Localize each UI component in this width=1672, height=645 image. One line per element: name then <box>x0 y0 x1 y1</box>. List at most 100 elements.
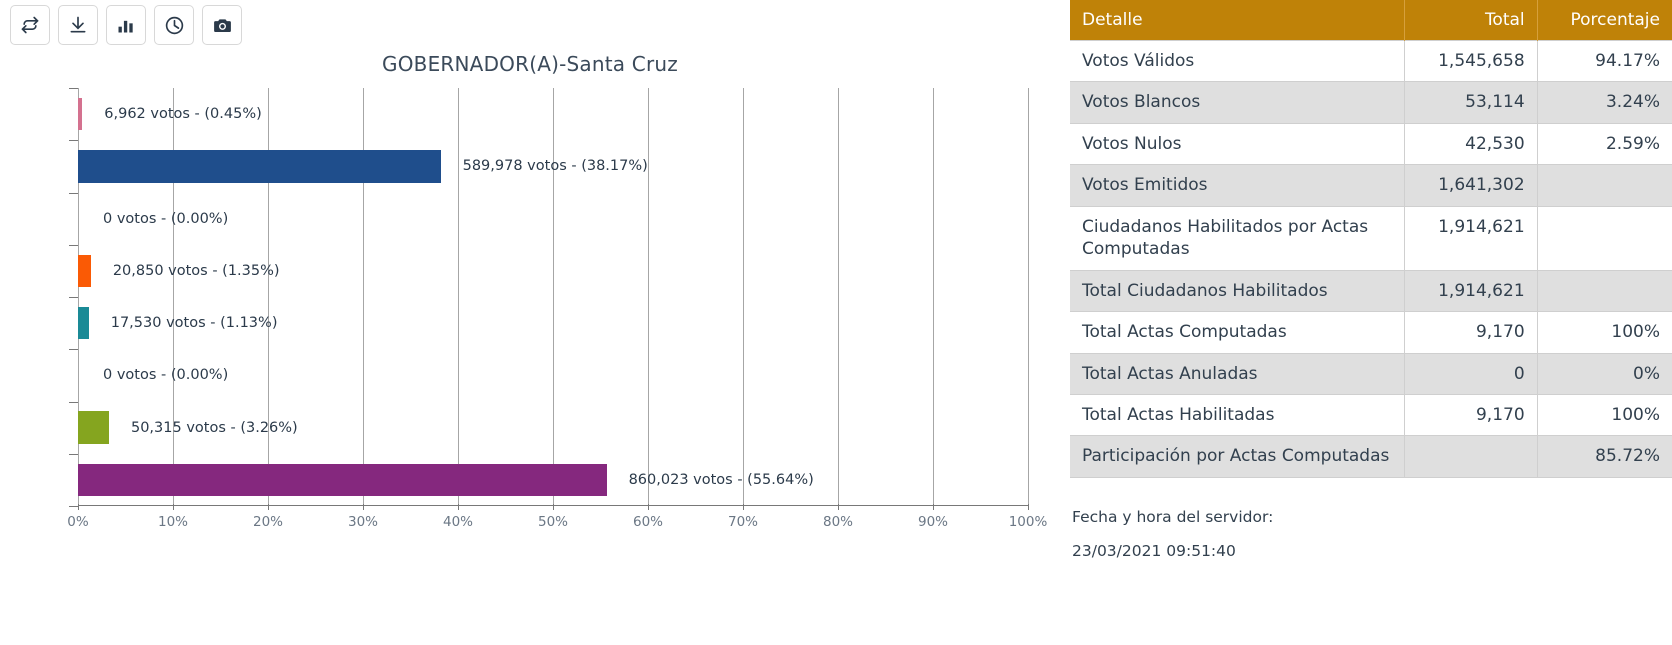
cell-detalle: Total Actas Anuladas <box>1070 353 1406 395</box>
cell-detalle: Votos Nulos <box>1070 123 1406 166</box>
cell-detalle: Total Actas Habilitadas <box>1070 394 1406 437</box>
cell-total: 9,170 <box>1404 311 1538 354</box>
x-axis-tick-label: 60% <box>632 514 664 530</box>
bar-value-label: 50,315 votos - (3.26%) <box>130 419 298 436</box>
cell-detalle: Votos Válidos <box>1070 39 1406 83</box>
cell-detalle: Participación por Actas Computadas <box>1070 435 1406 478</box>
table-row: Total Actas Anuladas 0 0% <box>1070 353 1672 395</box>
cell-detalle: Votos Emitidos <box>1070 164 1406 207</box>
cell-porcentaje <box>1537 164 1672 207</box>
summary-table-body: Votos Válidos 1,545,658 94.17% Votos Blanco… <box>1070 39 1672 478</box>
y-axis-tick <box>69 453 78 455</box>
table-row: Votos Emitidos 1,641,302 <box>1070 164 1672 207</box>
column-header-detalle[interactable]: Detalle <box>1070 0 1406 41</box>
bar-value-label: 6,962 votos - (0.45%) <box>104 106 262 123</box>
refresh-button[interactable] <box>10 5 50 45</box>
gridline <box>648 88 649 506</box>
table-row: Total Actas Habilitadas 9,170 100% <box>1070 394 1672 437</box>
bar-chart-plot-area: MNR6,962 votos - (0.45%)MAS-IPSP589,978 … <box>69 88 1029 507</box>
camera-button[interactable] <box>202 5 242 45</box>
cell-total <box>1404 435 1538 478</box>
x-axis-tick-mark <box>743 504 744 510</box>
x-axis-tick-label: 10% <box>157 514 189 530</box>
cell-total: 1,641,302 <box>1404 164 1538 207</box>
bar-creemos[interactable] <box>78 463 607 497</box>
cell-porcentaje: 100% <box>1537 311 1672 354</box>
y-axis-tick <box>69 244 78 246</box>
bar-mnr[interactable] <box>78 97 83 131</box>
chart-button[interactable] <box>106 5 146 45</box>
history-button[interactable] <box>154 5 194 45</box>
table-header-row: Detalle Total Porcentaje <box>1070 0 1672 41</box>
y-axis-tick <box>69 297 78 298</box>
cell-porcentaje: 0% <box>1537 353 1672 395</box>
chart-row: MNR6,962 votos - (0.45%) <box>69 88 1028 140</box>
cell-porcentaje: 94.17% <box>1537 39 1672 83</box>
bar-value-label: 0 votos - (0.00%) <box>103 210 229 227</box>
cell-porcentaje <box>1537 270 1672 313</box>
x-axis-tick-mark <box>1028 504 1029 510</box>
column-header-total[interactable]: Total <box>1404 0 1538 41</box>
gridline <box>933 88 934 506</box>
chart-row: UNIDOS50,315 votos - (3.26%) <box>69 401 1028 454</box>
x-axis-tick-mark <box>553 504 554 510</box>
bar-chart-icon <box>116 15 136 35</box>
x-axis-tick-mark <box>933 504 934 510</box>
chart-row: ASIP17,530 votos - (1.13%) <box>69 297 1028 349</box>
cell-total: 1,914,621 <box>1404 206 1538 271</box>
chart-gridlines <box>78 88 1029 506</box>
gridline <box>1028 88 1029 506</box>
bar-unidos[interactable] <box>78 411 109 444</box>
server-datetime-label: Fecha y hora del servidor: <box>1072 507 1274 526</box>
x-axis-tick-mark <box>173 504 174 510</box>
gridline <box>743 88 744 506</box>
table-row: Votos Válidos 1,545,658 94.17% <box>1070 39 1672 83</box>
chart-bars: MNR6,962 votos - (0.45%)MAS-IPSP589,978 … <box>69 88 1028 507</box>
table-row: Votos Blancos 53,114 3.24% <box>1070 81 1672 124</box>
bar-value-label: 0 votos - (0.00%) <box>103 367 229 384</box>
x-axis-tick-mark <box>78 504 79 510</box>
download-icon <box>68 15 88 35</box>
cell-porcentaje: 3.24% <box>1537 81 1672 124</box>
y-axis-tick <box>69 506 78 507</box>
cell-detalle: Total Actas Computadas <box>1070 311 1406 354</box>
x-axis-tick-mark <box>458 504 459 510</box>
server-datetime-block: Fecha y hora del servidor: 23/03/2021 09… <box>1070 508 1672 560</box>
table-row: Votos Nulos 42,530 2.59% <box>1070 123 1672 166</box>
cell-total: 1,545,658 <box>1404 39 1538 83</box>
bar-asip[interactable] <box>78 306 89 340</box>
refresh-icon <box>20 15 40 35</box>
gridline <box>553 88 554 506</box>
bar-mas-ipsp[interactable] <box>78 150 441 183</box>
chart-title: GOBERNADOR(A)-Santa Cruz <box>382 52 678 76</box>
bar-sol[interactable] <box>78 254 91 288</box>
chart-row: FPV0 votos - (0.00%) <box>69 349 1028 401</box>
x-axis-tick-mark <box>648 504 649 510</box>
cell-total: 53,114 <box>1404 81 1538 124</box>
cell-total: 9,170 <box>1404 394 1538 437</box>
server-datetime-value: 23/03/2021 09:51:40 <box>1072 541 1236 560</box>
x-axis-tick-mark <box>363 504 364 510</box>
cell-porcentaje <box>1537 206 1672 271</box>
bar-value-label: 589,978 votos - (38.17%) <box>462 158 648 175</box>
cell-porcentaje: 100% <box>1537 394 1672 437</box>
x-axis-tick-label: 70% <box>727 514 759 530</box>
column-header-porcentaje[interactable]: Porcentaje <box>1537 0 1672 41</box>
x-axis-tick-mark <box>268 504 269 510</box>
x-axis-tick-label: 80% <box>822 514 854 530</box>
cell-detalle: Ciudadanos Habilitados por Actas Computa… <box>1070 206 1406 271</box>
chart-row: SOL20,850 votos - (1.35%) <box>69 244 1028 297</box>
gridline <box>363 88 364 506</box>
download-button[interactable] <box>58 5 98 45</box>
y-axis-tick <box>69 192 78 194</box>
y-axis-tick <box>69 401 78 403</box>
cell-total: 1,914,621 <box>1404 270 1538 313</box>
x-axis-tick-label: 50% <box>537 514 569 530</box>
table-row: Total Actas Computadas 9,170 100% <box>1070 311 1672 354</box>
camera-icon <box>212 15 233 36</box>
y-axis-tick <box>69 88 78 89</box>
chart-row: MAS-IPSP589,978 votos - (38.17%) <box>69 140 1028 192</box>
gridline <box>78 88 79 506</box>
chart-row: CREEMOS860,023 votos - (55.64%) <box>69 453 1028 506</box>
